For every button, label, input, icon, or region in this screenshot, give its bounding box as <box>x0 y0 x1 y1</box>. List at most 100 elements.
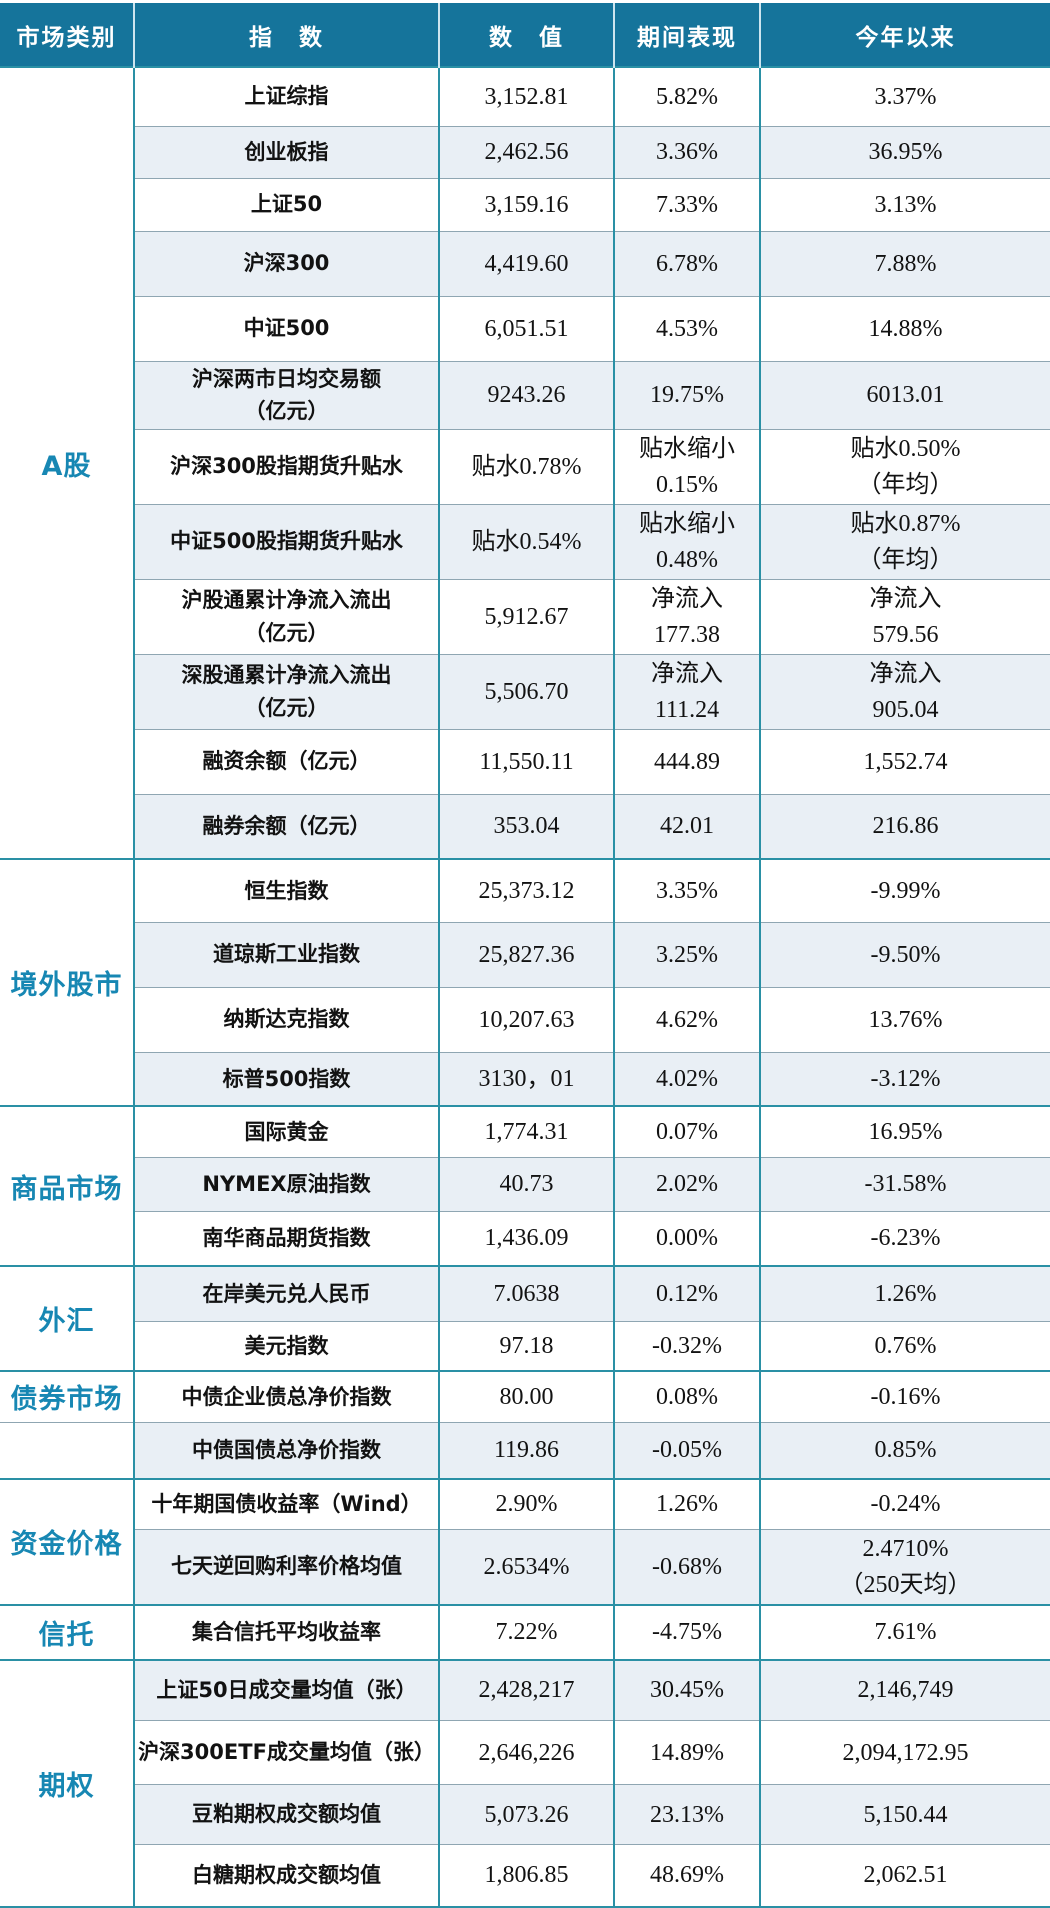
table-row: 深股通累计净流入流出 （亿元） 5,506.70 净流入 111.24 净流入 905… <box>0 653 1050 730</box>
index-name-cell: 道琼斯工业指数 <box>133 921 439 988</box>
col-header-market-category: 市场类别 <box>0 3 134 67</box>
year-to-date-cell: -3.12% <box>759 1051 1050 1107</box>
period-performance-cell: -0.68% <box>613 1528 760 1605</box>
table-row: 美元指数 97.18 -0.32% 0.76% <box>0 1320 1050 1372</box>
year-to-date-cell: -9.99% <box>759 858 1050 923</box>
category-empty-cell <box>0 1421 134 1480</box>
period-performance-cell: 1.26% <box>613 1478 760 1530</box>
period-performance-cell: 0.00% <box>613 1210 760 1267</box>
period-performance-cell: 444.89 <box>613 728 760 795</box>
index-name-cell: 沪深300股指期货升贴水 <box>133 428 439 505</box>
category-label: 外汇 <box>0 1265 134 1372</box>
index-name-cell: 融券余额（亿元） <box>133 793 439 860</box>
period-performance-cell: 5.82% <box>613 66 760 126</box>
period-performance-cell: 23.13% <box>613 1784 760 1845</box>
value-cell: 1,436.09 <box>438 1210 614 1267</box>
period-performance-cell: 3.25% <box>613 921 760 988</box>
year-to-date-cell: -0.16% <box>759 1370 1050 1423</box>
value-cell: 4,419.60 <box>438 230 614 296</box>
period-performance-cell: 0.12% <box>613 1265 760 1322</box>
period-performance-cell: 4.02% <box>613 1051 760 1107</box>
value-cell: 5,506.70 <box>438 653 614 730</box>
table-row: 资金价格 十年期国债收益率（Wind） 2.90% 1.26% -0.24% <box>0 1478 1050 1605</box>
value-cell: 353.04 <box>438 793 614 860</box>
index-name-cell: 沪深300 <box>133 230 439 296</box>
index-name-cell: 沪股通累计净流入流出 （亿元） <box>133 578 439 655</box>
period-performance-cell: 4.62% <box>613 986 760 1053</box>
table-row: 融券余额（亿元） 353.04 42.01 216.86 <box>0 793 1050 860</box>
year-to-date-cell: 3.37% <box>759 66 1050 126</box>
index-name-cell: 国际黄金 <box>133 1105 439 1158</box>
value-cell: 2,646,226 <box>438 1720 614 1785</box>
value-cell: 10,207.63 <box>438 986 614 1053</box>
year-to-date-cell: 1.26% <box>759 1265 1050 1322</box>
period-performance-cell: 3.36% <box>613 125 760 178</box>
year-to-date-cell: -9.50% <box>759 921 1050 988</box>
index-name-cell: 十年期国债收益率（Wind） <box>133 1478 439 1530</box>
table-row: 中证500 6,051.51 4.53% 14.88% <box>0 295 1050 361</box>
period-performance-cell: 净流入 111.24 <box>613 653 760 730</box>
col-header-period-performance: 期间表现 <box>613 3 760 67</box>
year-to-date-cell: 贴水0.50% （年均） <box>759 428 1050 505</box>
value-cell: 11,550.11 <box>438 728 614 795</box>
category-label: 期权 <box>0 1658 134 1907</box>
period-performance-cell: 42.01 <box>613 793 760 860</box>
period-performance-cell: 贴水缩小 0.15% <box>613 428 760 505</box>
table-row: 沪股通累计净流入流出 （亿元） 5,912.67 净流入 177.38 净流入 579… <box>0 578 1050 655</box>
table-row: 标普500指数 3130，01 4.02% -3.12% <box>0 1051 1050 1107</box>
table-row: 债券市场 中债企业债总净价指数 80.00 0.08% -0.16% <box>0 1370 1050 1423</box>
category-label: 商品市场 <box>0 1105 134 1267</box>
index-name-cell: 上证50日成交量均值（张） <box>133 1658 439 1721</box>
table-row: A股 上证综指 3,152.81 5.82% 3.37% <box>0 65 1050 860</box>
year-to-date-cell: 36.95% <box>759 125 1050 178</box>
index-name-cell: 融资余额（亿元） <box>133 728 439 795</box>
index-name-cell: 上证50 <box>133 177 439 231</box>
value-cell: 贴水0.54% <box>438 503 614 580</box>
period-performance-cell: 净流入 177.38 <box>613 578 760 655</box>
year-to-date-cell: 贴水0.87% （年均） <box>759 503 1050 580</box>
index-name-cell: 恒生指数 <box>133 858 439 923</box>
year-to-date-cell: 13.76% <box>759 986 1050 1053</box>
table-row: 期权 上证50日成交量均值（张） 2,428,217 30.45% 2,146,749 <box>0 1658 1050 1907</box>
year-to-date-cell: 14.88% <box>759 295 1050 361</box>
table-row: 商品市场 国际黄金 1,774.31 0.07% 16.95% <box>0 1105 1050 1267</box>
period-performance-cell: 0.07% <box>613 1105 760 1158</box>
header-row: 市场类别 指 数 数 值 期间表现 今年以来 <box>0 3 1050 67</box>
value-cell: 5,912.67 <box>438 578 614 655</box>
table-row: 道琼斯工业指数 25,827.36 3.25% -9.50% <box>0 921 1050 988</box>
year-to-date-cell: 0.85% <box>759 1421 1050 1480</box>
period-performance-cell: -0.32% <box>613 1320 760 1372</box>
index-name-cell: 集合信托平均收益率 <box>133 1603 439 1660</box>
value-cell: 1,806.85 <box>438 1844 614 1907</box>
value-cell: 97.18 <box>438 1320 614 1372</box>
category-label: 债券市场 <box>0 1370 134 1423</box>
year-to-date-cell: 7.88% <box>759 230 1050 296</box>
year-to-date-cell: 净流入 905.04 <box>759 653 1050 730</box>
period-performance-cell: 6.78% <box>613 230 760 296</box>
col-header-value: 数 值 <box>438 3 614 67</box>
index-name-cell: 上证综指 <box>133 66 439 126</box>
year-to-date-cell: -0.24% <box>759 1478 1050 1530</box>
col-header-year-to-date: 今年以来 <box>759 3 1050 67</box>
index-name-cell: 中证500 <box>133 295 439 361</box>
table-row: 沪深300ETF成交量均值（张） 2,646,226 14.89% 2,094,172… <box>0 1720 1050 1785</box>
table-row: NYMEX原油指数 40.73 2.02% -31.58% <box>0 1156 1050 1212</box>
year-to-date-cell: 5,150.44 <box>759 1784 1050 1845</box>
table-row: 白糖期权成交额均值 1,806.85 48.69% 2,062.51 <box>0 1844 1050 1907</box>
period-performance-cell: 4.53% <box>613 295 760 361</box>
table-row: 沪深两市日均交易额 （亿元） 9243.26 19.75% 6013.01 <box>0 360 1050 430</box>
year-to-date-cell: 1,552.74 <box>759 728 1050 795</box>
value-cell: 6,051.51 <box>438 295 614 361</box>
value-cell: 25,373.12 <box>438 858 614 923</box>
table-row: 豆粕期权成交额均值 5,073.26 23.13% 5,150.44 <box>0 1784 1050 1845</box>
index-name-cell: 沪深300ETF成交量均值（张） <box>133 1720 439 1785</box>
value-cell: 2.90% <box>438 1478 614 1530</box>
year-to-date-cell: 7.61% <box>759 1603 1050 1660</box>
period-performance-cell: 48.69% <box>613 1844 760 1907</box>
index-name-cell: 沪深两市日均交易额 （亿元） <box>133 360 439 430</box>
category-label: 信托 <box>0 1603 134 1660</box>
category-label: 境外股市 <box>0 858 134 1107</box>
year-to-date-cell: 3.13% <box>759 177 1050 231</box>
period-performance-cell: 7.33% <box>613 177 760 231</box>
value-cell: 3,152.81 <box>438 66 614 126</box>
